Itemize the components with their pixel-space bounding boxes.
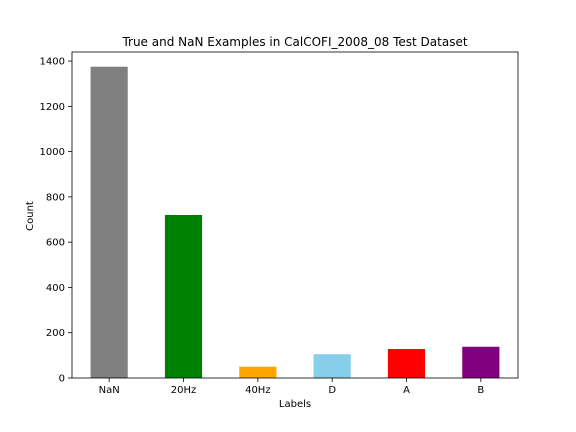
y-tick-label: 1200: [40, 102, 65, 113]
y-tick-label: 800: [46, 192, 65, 203]
bar-40hz: [239, 366, 277, 378]
x-tick-label: A: [403, 385, 410, 396]
plot-frame: [71, 51, 519, 379]
x-axis: NaN 20Hz 40Hz D A B: [99, 378, 484, 396]
bar-nan: [90, 66, 128, 379]
x-tick-label: 40Hz: [245, 385, 271, 396]
y-tick-label: 400: [46, 283, 65, 294]
x-tick-label: D: [328, 385, 336, 396]
y-tick-label: 200: [46, 328, 65, 339]
x-axis-label: Labels: [279, 399, 311, 410]
bars-group: [90, 66, 500, 379]
y-tick-label: 1400: [40, 57, 65, 68]
x-tick-label: 20Hz: [171, 385, 197, 396]
y-tick-label: 1000: [40, 147, 65, 158]
y-axis: 0 200 400 600 800 1000 1200 1400: [40, 57, 72, 385]
bar-d: [313, 354, 351, 378]
x-tick-label: NaN: [99, 385, 120, 396]
bar-b: [462, 346, 500, 378]
y-tick-label: 0: [59, 374, 65, 385]
y-tick-label: 600: [46, 238, 65, 249]
bar-a: [387, 349, 426, 378]
y-axis-label: Count: [25, 201, 36, 231]
chart-title: True and NaN Examples in CalCOFI_2008_08…: [121, 35, 467, 49]
x-tick-label: B: [477, 385, 484, 396]
bar-20hz: [164, 215, 203, 378]
